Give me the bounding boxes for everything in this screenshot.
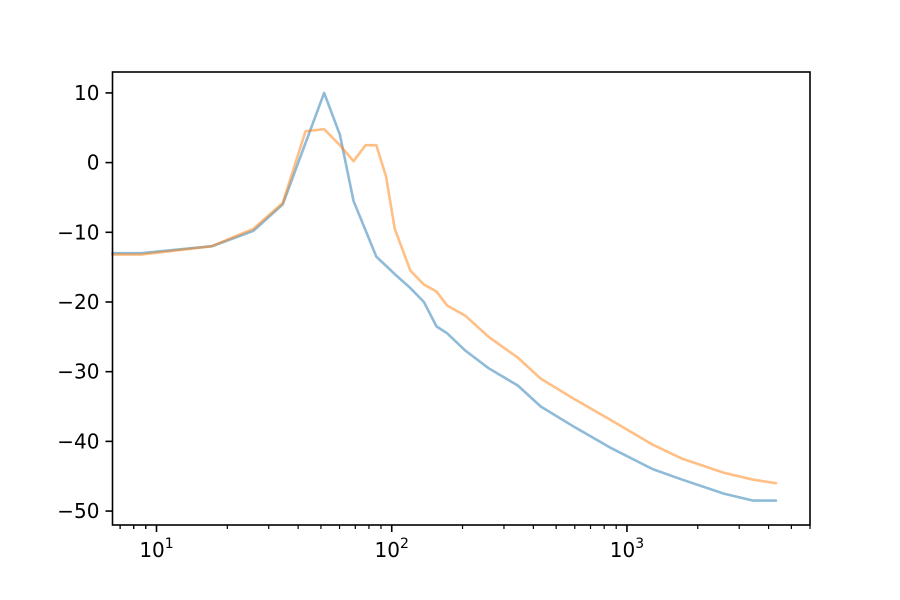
- plot-marks: [111, 91, 778, 502]
- series-line-1: [111, 91, 778, 502]
- y-tick-label: −50: [57, 499, 99, 523]
- y-tick-label: 0: [87, 151, 100, 175]
- y-tick-label: −30: [57, 360, 99, 384]
- x-tick-label: 103: [610, 536, 644, 562]
- x-axis: 101 102 103: [119, 525, 811, 562]
- plot-frame: [111, 71, 811, 526]
- series-line-2: [111, 127, 778, 485]
- y-tick-label: −20: [57, 290, 99, 314]
- y-axis: 10 0 −10 −20 −30 −40 −50: [57, 81, 113, 523]
- y-tick-label: 10: [74, 81, 99, 105]
- x-tick-label: 102: [375, 536, 409, 562]
- y-tick-label: −40: [57, 429, 99, 453]
- y-tick-label: −10: [57, 220, 99, 244]
- x-tick-label: 101: [139, 536, 173, 562]
